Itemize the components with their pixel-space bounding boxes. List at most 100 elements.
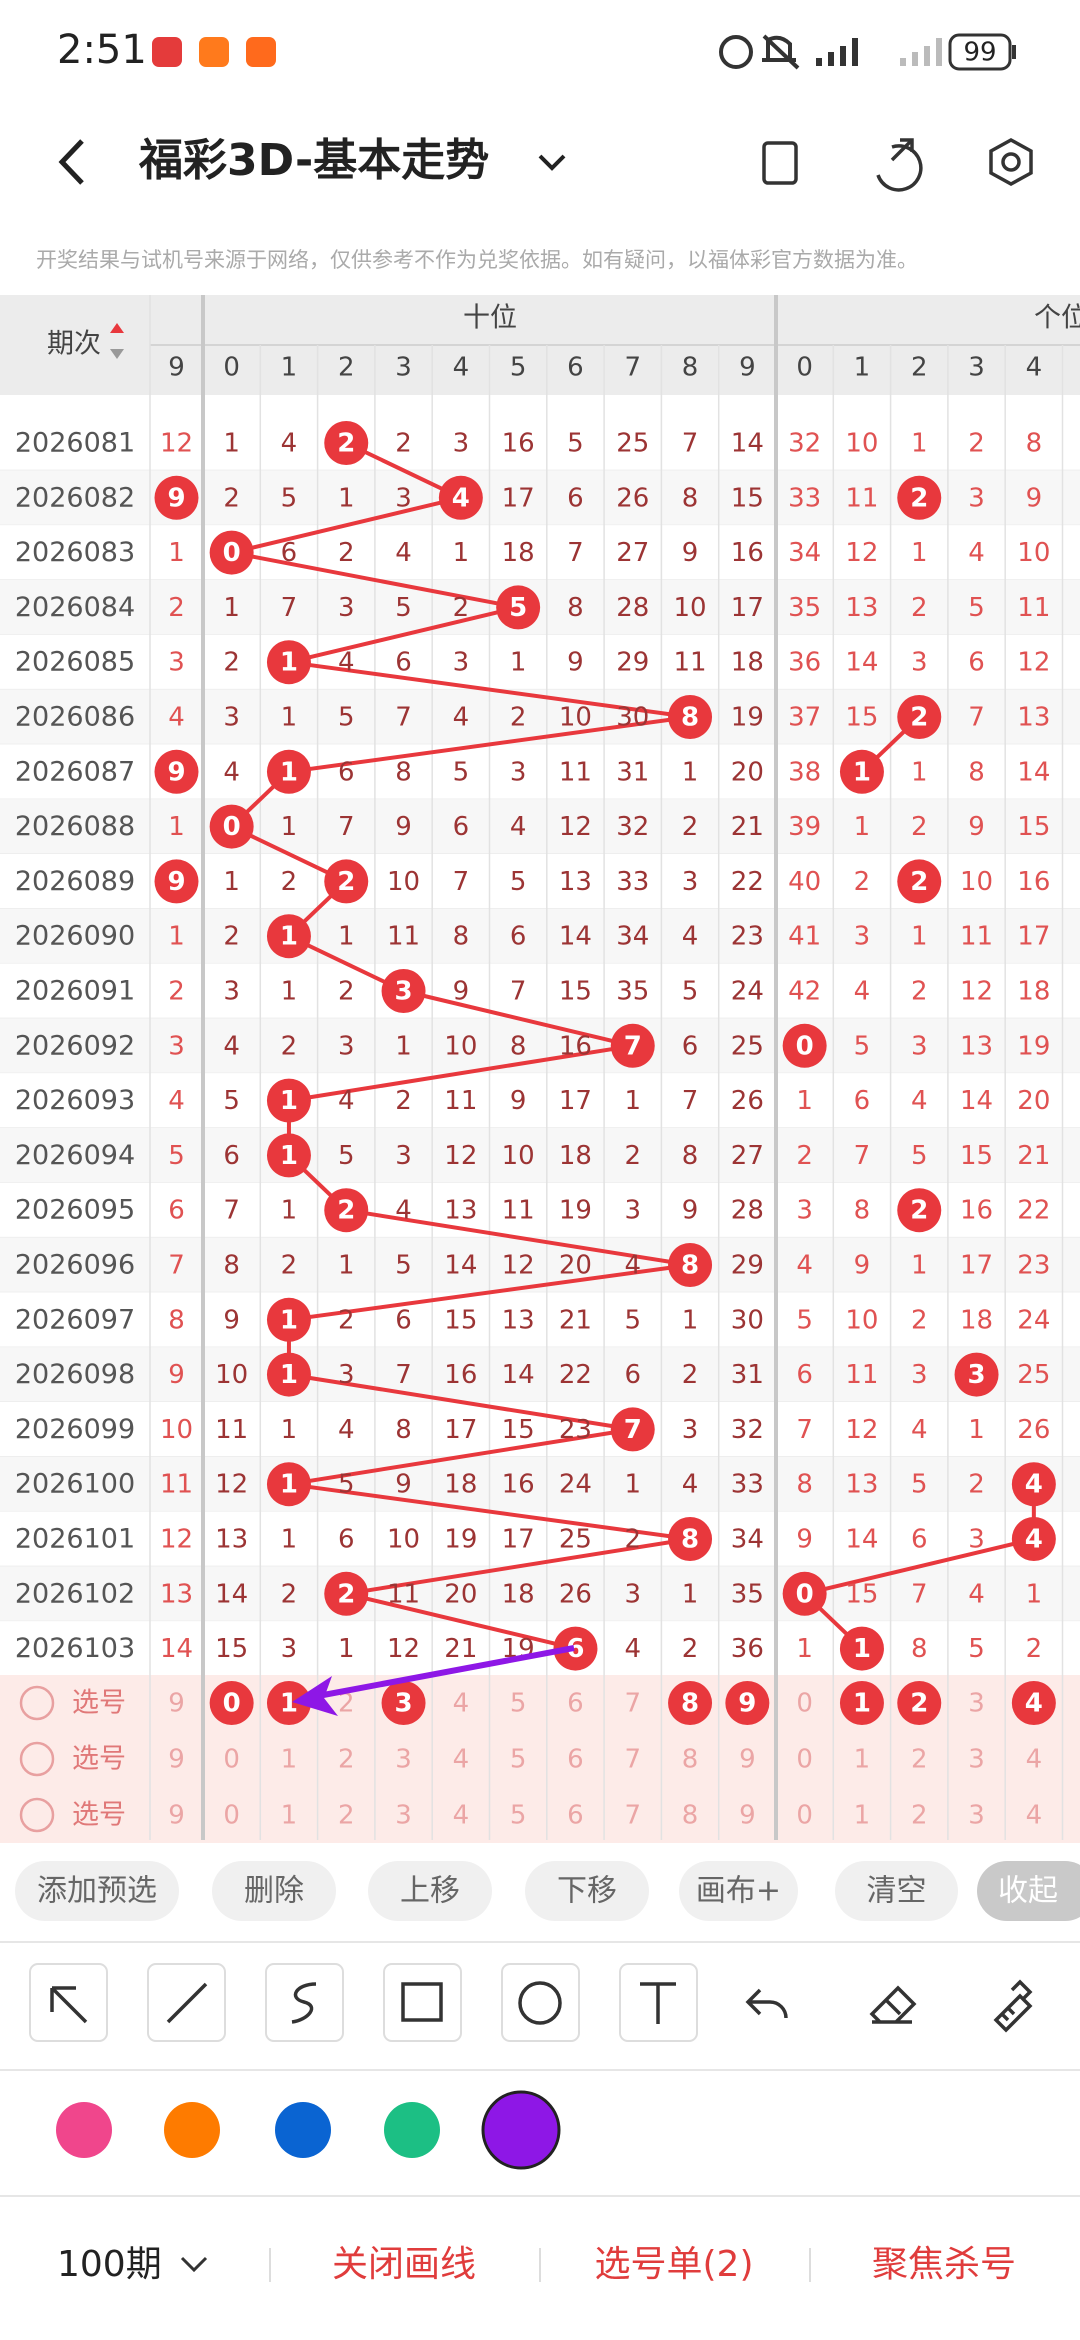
tool-arrow[interactable] <box>50 1986 88 2024</box>
cell-number: 20 <box>731 757 764 787</box>
cell-number: 5 <box>510 1689 527 1719</box>
cell-number: 1 <box>510 648 527 678</box>
tool-curve[interactable] <box>291 1982 317 2024</box>
cell-number: 10 <box>502 1141 535 1171</box>
tool-eraser[interactable] <box>869 1985 917 2024</box>
trend-line <box>403 989 634 1048</box>
hit-ball <box>610 1407 655 1452</box>
cell-number: 4 <box>682 1470 699 1500</box>
period-select[interactable]: 100期 <box>57 2244 162 2285</box>
cell-number: 20 <box>1017 1086 1050 1116</box>
trend-line <box>288 1263 691 1322</box>
battery-tip <box>1012 45 1016 59</box>
hit-number: 4 <box>1025 1525 1043 1555</box>
sort-down[interactable] <box>110 349 124 359</box>
footer-action[interactable]: 聚焦杀号 <box>872 2244 1016 2285</box>
cell-number: 6 <box>395 1305 412 1335</box>
hit-number: 7 <box>624 1415 642 1445</box>
cell-number: 7 <box>624 1801 641 1831</box>
color-swatch[interactable] <box>164 2102 220 2158</box>
hit-number: 0 <box>223 538 241 568</box>
tool-box <box>265 1963 344 2042</box>
cell-number: 30 <box>731 1305 764 1335</box>
toolbar-button[interactable] <box>835 1861 958 1921</box>
period-dropdown[interactable] <box>180 2256 208 2273</box>
cell-number: 4 <box>911 1415 928 1445</box>
tool-line[interactable] <box>166 1982 208 2024</box>
title-dropdown[interactable] <box>538 154 566 171</box>
cell-number: 3 <box>338 593 355 623</box>
toolbar-button[interactable] <box>525 1861 649 1921</box>
tool-clear[interactable] <box>993 1979 1033 2033</box>
tool-text[interactable] <box>640 1982 676 2024</box>
select-radio[interactable] <box>19 1741 55 1777</box>
back-button[interactable] <box>58 139 84 185</box>
tool-rect[interactable] <box>401 1982 443 2022</box>
hit-number: 8 <box>681 1251 699 1281</box>
cell-number: 4 <box>338 1415 355 1445</box>
cell-number: 15 <box>502 1415 535 1445</box>
tool-undo[interactable] <box>745 1988 788 2019</box>
cell-number: 11 <box>1017 593 1050 623</box>
trend-line <box>288 1372 634 1432</box>
cell-number: 39 <box>788 812 821 842</box>
sort-up[interactable] <box>110 323 124 333</box>
share-button[interactable] <box>876 138 923 192</box>
tool-circle[interactable] <box>518 1981 562 2025</box>
toolbar-button[interactable] <box>679 1861 798 1921</box>
cell-number: 4 <box>453 1745 470 1775</box>
toolbar-button[interactable] <box>977 1861 1080 1921</box>
cell-number: 5 <box>567 429 584 459</box>
cell-number: 9 <box>168 1689 185 1719</box>
toolbar-button[interactable] <box>212 1861 336 1921</box>
cell-number: 1 <box>682 757 699 787</box>
row-bg <box>0 963 1080 1019</box>
settings-button[interactable] <box>989 138 1033 186</box>
toolbar-button[interactable] <box>368 1861 492 1921</box>
cell-number: 36 <box>788 648 821 678</box>
cell-number: 16 <box>502 429 535 459</box>
cell-number: 5 <box>796 1305 813 1335</box>
cell-number: 3 <box>223 977 240 1007</box>
cell-number: 10 <box>674 593 707 623</box>
select-radio[interactable] <box>19 1685 55 1721</box>
footer-action[interactable]: 选号单(2) <box>595 2244 754 2285</box>
toolbar-button-label: 收起 <box>998 1874 1058 1909</box>
select-radio[interactable] <box>19 1797 55 1833</box>
color-swatch[interactable] <box>481 2090 561 2170</box>
toolbar-button[interactable] <box>15 1861 179 1921</box>
hit-number: 5 <box>509 593 527 623</box>
color-swatch[interactable] <box>384 2102 440 2158</box>
color-swatch[interactable] <box>56 2102 112 2158</box>
period: 2026097 <box>15 1304 135 1335</box>
settings-button-core <box>1001 152 1021 172</box>
period: 2026099 <box>15 1414 135 1445</box>
cell-number: 9 <box>567 648 584 678</box>
cell-number: 3 <box>968 483 985 513</box>
cell-number: 6 <box>510 922 527 952</box>
cell-number: 18 <box>502 538 535 568</box>
cell-number: 5 <box>281 483 298 513</box>
footer-action[interactable]: 关闭画线 <box>332 2244 476 2285</box>
screen-toggle[interactable] <box>762 141 798 185</box>
column-header: 9 <box>168 353 185 383</box>
battery-level: 99 <box>963 38 996 68</box>
hit-ball <box>1011 1517 1056 1561</box>
hit-number: 1 <box>280 1086 298 1116</box>
cell-number: 4 <box>168 1086 185 1116</box>
hit-number: 9 <box>167 757 185 787</box>
cell-number: 8 <box>453 922 470 952</box>
cell-number: 24 <box>559 1470 592 1500</box>
color-swatch[interactable] <box>275 2102 331 2158</box>
cell-number: 7 <box>510 977 527 1007</box>
hit-number: 1 <box>280 757 298 787</box>
cell-number: 41 <box>788 922 821 952</box>
trend-line <box>345 1537 691 1596</box>
cell-number: 11 <box>160 1470 193 1500</box>
cell-number: 5 <box>338 1141 355 1171</box>
cell-number: 5 <box>395 593 412 623</box>
cell-number: 9 <box>168 1745 185 1775</box>
cell-number: 3 <box>968 1689 985 1719</box>
hit-number: 1 <box>280 1470 298 1500</box>
cell-number: 16 <box>559 1031 592 1061</box>
